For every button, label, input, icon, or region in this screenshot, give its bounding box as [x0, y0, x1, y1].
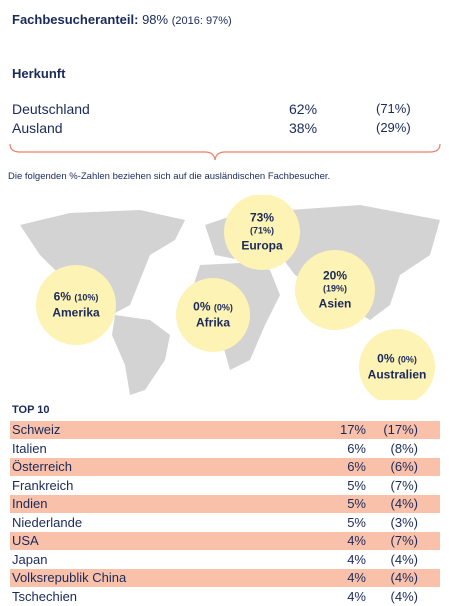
region-label: 73% (71%) Europa	[241, 210, 283, 253]
origin-share: 62%	[289, 101, 318, 117]
origin-name: Deutschland	[12, 101, 90, 117]
share: 5%	[347, 477, 366, 493]
region-value: 20%	[322, 268, 348, 283]
region-previous: (0%)	[397, 354, 417, 365]
origin-name: Ausland	[12, 120, 63, 136]
share: 4%	[347, 588, 366, 604]
previous: (7%)	[390, 533, 418, 548]
origin-title: Herkunft	[12, 66, 66, 81]
country: Japan	[12, 551, 48, 567]
region-line: 0% (0%)	[368, 351, 427, 367]
top10-row: Indien 5% (4%)	[10, 495, 440, 513]
region-name: Australien	[367, 367, 427, 382]
share: 6%	[347, 459, 366, 474]
region-label: 0% (0%) Afrika	[193, 299, 233, 330]
share: 5%	[347, 514, 366, 530]
country: Volksrepublik China	[12, 570, 127, 585]
region-circle	[176, 278, 250, 352]
country: Schweiz	[12, 422, 61, 437]
previous: (8%)	[390, 440, 418, 456]
region-value: 6%	[53, 289, 71, 304]
region-line: 0% (0%)	[193, 299, 233, 315]
region-line: 20%	[319, 268, 352, 283]
previous: (4%)	[390, 570, 418, 585]
share: 4%	[347, 533, 366, 548]
note: Die folgenden %-Zahlen beziehen sich auf…	[8, 171, 331, 182]
previous: (4%)	[390, 588, 418, 604]
region-name: Afrika	[195, 315, 231, 330]
country: Niederlande	[12, 514, 83, 530]
top10-row: Frankreich 5% (7%)	[10, 477, 440, 495]
header: Fachbesucheranteil: 98% (2016: 97%)	[12, 12, 232, 27]
top10-row: Italien 6% (8%)	[10, 440, 440, 458]
region-circle	[224, 195, 300, 270]
top10-row: Schweiz 17% (17%)	[10, 421, 440, 439]
origin-previous: (29%)	[376, 120, 411, 135]
country: USA	[12, 533, 39, 548]
region-name: Europa	[241, 238, 283, 253]
region-label: 6% (10%) Amerika	[52, 289, 100, 320]
top10-row: Österreich 6% (6%)	[10, 458, 440, 476]
country: Italien	[12, 440, 47, 456]
header-label: Fachbesucheranteil:	[12, 12, 139, 27]
top10-row: USA 4% (7%)	[10, 532, 440, 550]
origin-share: 38%	[289, 120, 318, 136]
region-value: 0%	[377, 351, 395, 366]
top10-title: TOP 10	[12, 404, 50, 416]
region-previous: (71%)	[249, 225, 274, 236]
region-label: 20% (19%) Asien	[318, 268, 352, 311]
share: 4%	[347, 570, 366, 585]
region-value: 0%	[193, 299, 211, 314]
country: Frankreich	[12, 477, 74, 493]
region-previous: (0%)	[213, 302, 233, 313]
world-map	[20, 195, 440, 400]
country: Österreich	[12, 459, 72, 474]
region-previous: (10%)	[74, 292, 99, 303]
region-name: Amerika	[52, 305, 100, 320]
top10-row: Tschechien 4% (4%)	[10, 588, 440, 606]
top10-row: Japan 4% (4%)	[10, 551, 440, 569]
header-value: 98%	[142, 12, 169, 27]
country: Tschechien	[12, 588, 78, 604]
share: 5%	[347, 496, 366, 511]
region-circle	[359, 329, 435, 400]
country: Indien	[12, 496, 48, 511]
region-circle	[295, 250, 375, 330]
previous: (4%)	[390, 496, 418, 511]
share: 4%	[347, 551, 366, 567]
top10-row: Niederlande 5% (3%)	[10, 514, 440, 532]
region-name: Asien	[318, 296, 352, 311]
region-circle	[36, 265, 116, 345]
header-previous: (2016: 97%)	[171, 15, 232, 27]
previous: (7%)	[390, 477, 418, 493]
share: 17%	[339, 422, 366, 437]
previous: (17%)	[383, 422, 418, 437]
share: 6%	[347, 440, 366, 456]
origin-previous: (71%)	[376, 101, 411, 116]
region-line: 6% (10%)	[52, 289, 99, 305]
previous: (3%)	[390, 514, 418, 530]
brace	[9, 143, 441, 161]
top10-row: Volksrepublik China 4% (4%)	[10, 569, 440, 587]
region-label: 0% (0%) Australien	[367, 351, 427, 382]
region-value: 73%	[249, 210, 275, 225]
previous: (6%)	[390, 459, 418, 474]
region-line: 73%	[241, 210, 282, 225]
region-previous: (19%)	[322, 283, 347, 294]
previous: (4%)	[390, 551, 418, 567]
